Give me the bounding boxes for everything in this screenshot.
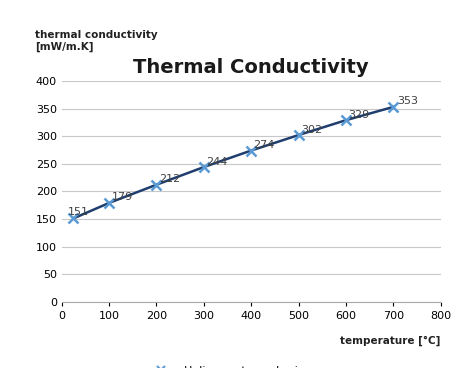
Text: 179: 179 [111,192,133,202]
Title: Thermal Conductivity: Thermal Conductivity [133,58,369,77]
Text: 329: 329 [348,110,370,120]
Text: temperature [°C]: temperature [°C] [340,336,441,346]
Legend: Helium - atmospheric pressure: Helium - atmospheric pressure [143,361,360,368]
Text: 151: 151 [68,207,89,217]
Text: 302: 302 [301,124,322,135]
Text: 212: 212 [159,174,180,184]
Text: 353: 353 [397,96,418,106]
Text: thermal conductivity
[mW/m.K]: thermal conductivity [mW/m.K] [35,31,158,52]
Text: 274: 274 [254,140,275,150]
Text: 244: 244 [206,156,228,166]
